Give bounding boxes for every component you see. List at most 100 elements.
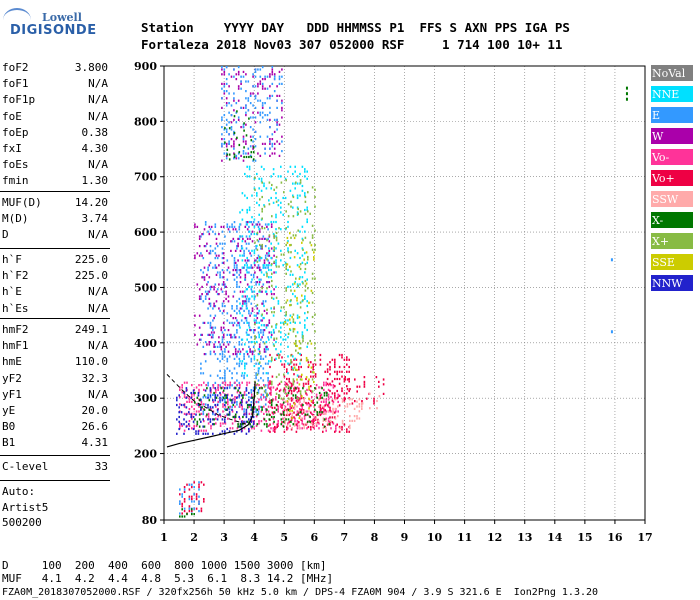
- echo-point: [276, 94, 278, 97]
- echo-point: [183, 391, 185, 395]
- echo-point: [257, 312, 260, 315]
- echo-point: [304, 390, 307, 393]
- echo-point: [280, 206, 282, 209]
- echo-point: [266, 118, 269, 121]
- echo-point: [214, 225, 217, 228]
- echo-point: [224, 401, 226, 404]
- echo-point: [314, 363, 317, 366]
- echo-point: [248, 412, 251, 415]
- echo-point: [275, 271, 277, 274]
- echo-point: [212, 266, 214, 269]
- echo-point: [252, 128, 254, 131]
- echo-point: [272, 427, 275, 430]
- echo-point: [271, 279, 273, 283]
- echo-point: [269, 85, 271, 88]
- echo-point: [299, 210, 302, 213]
- echo-point: [285, 263, 287, 266]
- echo-point: [344, 397, 346, 400]
- echo-point: [223, 128, 226, 131]
- echo-point: [276, 353, 278, 357]
- echo-point: [214, 326, 217, 329]
- echo-point: [254, 138, 257, 141]
- echo-point: [242, 302, 244, 305]
- echo-point: [195, 498, 198, 501]
- echo-point: [277, 352, 280, 356]
- echo-point: [286, 425, 288, 429]
- echo-point: [202, 396, 205, 399]
- echo-point: [200, 252, 202, 255]
- echo-point: [299, 230, 301, 233]
- echo-point: [289, 304, 291, 307]
- echo-point: [222, 381, 224, 384]
- echo-point: [233, 401, 236, 404]
- echo-point: [287, 408, 290, 411]
- echo-point: [257, 99, 259, 102]
- echo-point: [222, 403, 224, 406]
- echo-point: [314, 277, 316, 280]
- echo-point: [286, 413, 288, 417]
- echo-point: [299, 181, 302, 184]
- echo-point: [210, 391, 212, 394]
- echo-point: [247, 152, 250, 155]
- echo-point: [254, 241, 256, 244]
- echo-point: [277, 424, 279, 427]
- echo-point: [358, 410, 361, 413]
- echo-point: [311, 224, 314, 227]
- panel-divider: [0, 191, 110, 192]
- echo-point: [278, 354, 280, 357]
- echo-point: [255, 377, 257, 380]
- echo-point: [279, 403, 282, 406]
- echo-point: [257, 391, 260, 394]
- param-row: hmF2 249.1: [2, 322, 108, 337]
- echo-point: [254, 335, 256, 338]
- echo-point: [221, 269, 224, 272]
- echo-point: [349, 388, 351, 391]
- echo-point: [318, 422, 320, 425]
- legend-item-nne: NNE: [651, 86, 693, 103]
- echo-point: [227, 343, 230, 346]
- echo-point: [251, 425, 254, 428]
- echo-point: [243, 300, 245, 303]
- echo-point: [304, 230, 306, 233]
- echo-point: [254, 342, 256, 345]
- echo-point: [277, 420, 279, 423]
- echo-point: [257, 240, 260, 243]
- echo-point: [267, 348, 269, 351]
- echo-point: [195, 507, 198, 510]
- echo-point: [327, 410, 329, 413]
- echo-point: [356, 385, 358, 388]
- echo-point: [232, 415, 235, 419]
- echo-point: [212, 418, 214, 421]
- echo-point: [307, 401, 310, 405]
- echo-point: [221, 138, 223, 141]
- echo-point: [233, 259, 236, 262]
- echo-point: [245, 90, 247, 93]
- echo-point: [289, 388, 291, 391]
- echo-point: [283, 191, 285, 194]
- echo-point: [348, 389, 350, 393]
- echo-point: [256, 303, 259, 307]
- echo-point: [266, 87, 269, 90]
- echo-point: [302, 387, 304, 390]
- echo-point: [195, 493, 198, 496]
- echo-point: [266, 135, 269, 138]
- echo-point: [296, 368, 298, 372]
- echo-point: [241, 314, 244, 317]
- echo-point: [358, 385, 361, 388]
- echo-point: [313, 258, 315, 261]
- echo-point: [348, 358, 350, 361]
- echo-point: [378, 395, 381, 398]
- echo-point: [378, 385, 380, 388]
- echo-point: [228, 133, 230, 136]
- echo-point: [208, 264, 211, 267]
- echo-point: [246, 165, 248, 168]
- echo-point: [242, 237, 244, 240]
- echo-point: [222, 283, 225, 286]
- echo-point: [233, 147, 235, 150]
- echo-point: [190, 415, 192, 419]
- panel-divider: [0, 455, 110, 456]
- echo-point: [286, 424, 289, 427]
- echo-point: [254, 329, 256, 332]
- echo-point: [208, 408, 211, 411]
- legend-item-x-: X+: [651, 233, 693, 250]
